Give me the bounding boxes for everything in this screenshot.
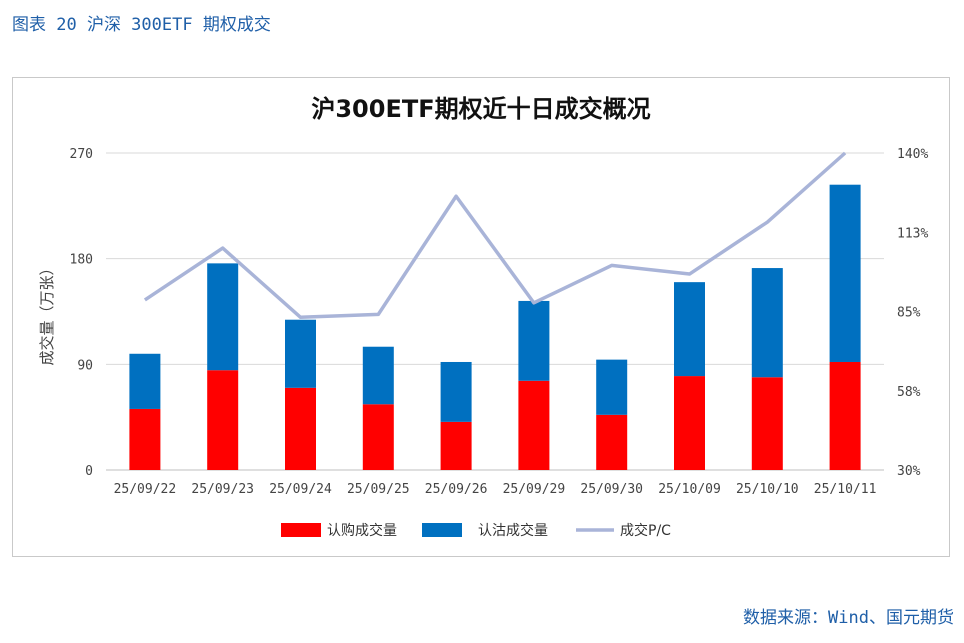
y2-tick-label: 113% — [897, 226, 928, 241]
chart: 沪300ETF期权近十日成交概况 0 90 180 270 30% 58% 85% 113%… — [38, 95, 928, 539]
x-tick-label: 25/09/29 — [503, 482, 566, 497]
put-volume-bar — [440, 361, 472, 422]
x-tick-label: 25/09/22 — [114, 482, 177, 497]
put-volume-bar — [129, 353, 161, 409]
pc-line-path — [143, 151, 847, 320]
x-tick-label: 25/09/30 — [580, 482, 643, 497]
put-volume-bar — [829, 184, 861, 362]
y-axis-right: 30% 58% 85% 113% 140% — [897, 147, 928, 479]
y2-tick-label: 85% — [897, 306, 921, 321]
chart-title: 沪300ETF期权近十日成交概况 — [311, 95, 650, 123]
y2-tick-label: 58% — [897, 385, 921, 400]
call-volume-bar — [362, 404, 394, 470]
y2-tick-label: 140% — [897, 147, 928, 162]
call-volume-bar — [674, 376, 705, 470]
put-volume-bar — [596, 359, 628, 415]
y-tick-label: 180 — [70, 253, 93, 268]
put-volume-bar — [751, 268, 783, 378]
y-tick-label: 90 — [77, 358, 93, 373]
call-volume-bar — [751, 377, 783, 470]
source-note: 数据来源：Wind、国元期货 — [743, 608, 954, 628]
legend-swatch-call — [281, 523, 321, 537]
call-volume-bar — [440, 421, 472, 470]
legend-label-call: 认购成交量 — [327, 522, 397, 539]
legend: 认购成交量 认沽成交量 成交P/C — [281, 522, 671, 539]
call-volume-bar — [207, 370, 239, 470]
y-tick-label: 0 — [85, 464, 93, 479]
legend-label-put: 认沽成交量 — [478, 522, 548, 539]
y-axis-left: 0 90 180 270 — [70, 147, 93, 479]
call-volume-bar — [129, 408, 161, 470]
bars — [129, 184, 861, 470]
x-tick-label: 25/10/11 — [814, 482, 877, 497]
put-volume-bar — [207, 263, 239, 371]
y-axis-label: 成交量（万张） — [38, 260, 56, 365]
y2-tick-label: 30% — [897, 464, 921, 479]
y-tick-label: 270 — [70, 147, 93, 162]
call-volume-bar — [596, 414, 628, 470]
chart-frame — [12, 77, 950, 557]
legend-swatch-put — [422, 523, 462, 537]
legend-label-pc: 成交P/C — [620, 522, 671, 539]
call-volume-bar — [285, 387, 316, 470]
x-tick-label: 25/10/10 — [736, 482, 799, 497]
call-volume-bar — [829, 361, 861, 470]
figure-caption: 图表 20 沪深 300ETF 期权成交 — [12, 15, 271, 35]
x-tick-label: 25/09/25 — [347, 482, 410, 497]
put-volume-bar — [362, 346, 394, 405]
x-tick-label: 25/09/24 — [269, 482, 332, 497]
call-volume-bar — [518, 380, 550, 470]
put-volume-bar — [285, 319, 316, 388]
pc-line — [143, 151, 847, 320]
put-volume-bar — [518, 300, 550, 381]
x-tick-label: 25/09/26 — [425, 482, 488, 497]
put-volume-bar — [674, 282, 705, 377]
x-tick-label: 25/09/23 — [191, 482, 254, 497]
x-tick-label: 25/10/09 — [658, 482, 721, 497]
x-axis: 25/09/22 25/09/23 25/09/24 25/09/25 25/09/26… — [114, 482, 877, 497]
